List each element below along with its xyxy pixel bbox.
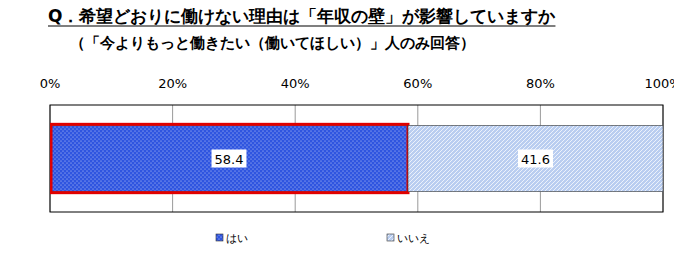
tick-label: 20% bbox=[158, 76, 187, 91]
data-label-bg bbox=[212, 150, 247, 168]
plot-frame bbox=[50, 105, 663, 212]
legend-label: いいえ bbox=[397, 232, 430, 245]
legend-label: はい bbox=[226, 232, 248, 245]
bar bbox=[408, 125, 663, 191]
data-label: 41.6 bbox=[521, 152, 550, 167]
highlight-box bbox=[51, 124, 408, 192]
legend-swatch bbox=[387, 234, 394, 241]
legend-swatch bbox=[216, 234, 223, 241]
tick-label: 60% bbox=[403, 76, 432, 91]
subtitle: （「今よりもっと働きたい（働いてほしい）」人のみ回答） bbox=[70, 34, 475, 52]
title-underline bbox=[48, 25, 555, 26]
chart: Q．希望どおりに働けない理由は「年収の壁」が影響していますか （「今よりもっと働き… bbox=[0, 0, 674, 253]
tick-label: 80% bbox=[526, 76, 555, 91]
bars bbox=[50, 124, 663, 192]
data-label: 58.4 bbox=[215, 152, 244, 167]
tick-label: 40% bbox=[281, 76, 310, 91]
tick-label: 0% bbox=[40, 76, 61, 91]
data-label-bg bbox=[518, 150, 553, 168]
title: Q．希望どおりに働けない理由は「年収の壁」が影響していますか bbox=[48, 6, 556, 26]
bar bbox=[50, 125, 408, 191]
tick-label: 100% bbox=[644, 76, 674, 91]
